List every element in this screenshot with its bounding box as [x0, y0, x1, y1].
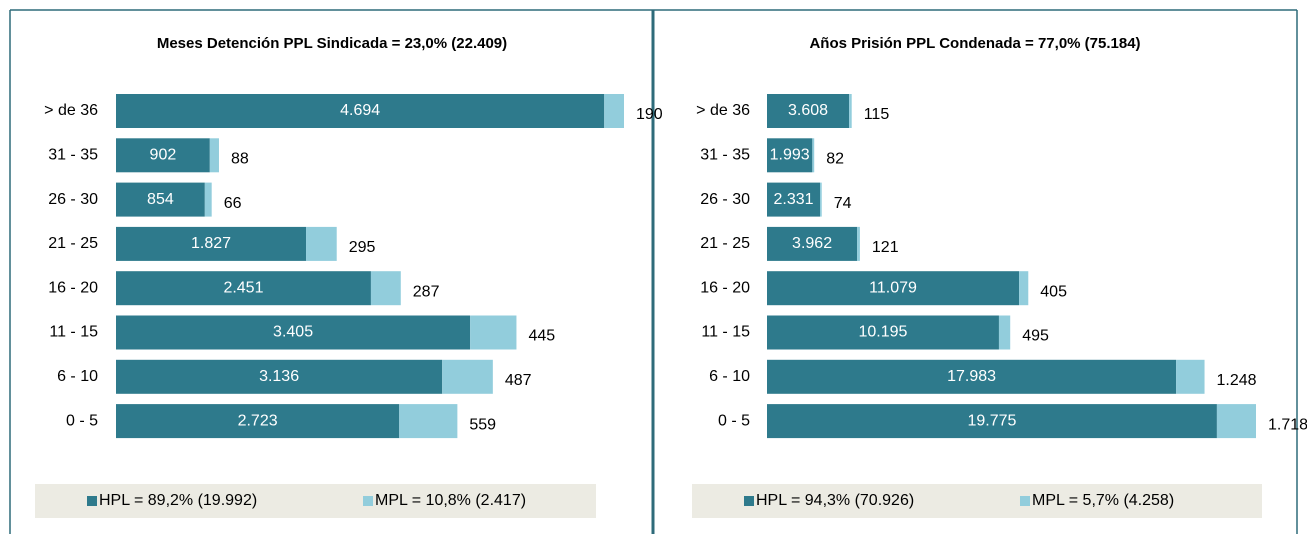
- data-label: 1.993: [770, 147, 810, 164]
- data-label: 902: [150, 147, 177, 164]
- bar-segment: [204, 182, 212, 217]
- bar-segment: [767, 138, 813, 173]
- legend-label: HPL = 94,3% (70.926): [756, 492, 914, 509]
- data-label: 287: [413, 283, 440, 300]
- category-label: 26 - 30: [700, 191, 750, 208]
- bar-segment: [116, 182, 205, 217]
- data-label: 1.827: [191, 235, 231, 252]
- data-label: 405: [1040, 283, 1067, 300]
- bar-segment: [470, 315, 517, 350]
- data-label: 17.983: [947, 368, 996, 385]
- category-label: 6 - 10: [57, 368, 98, 385]
- bar-segment: [209, 138, 219, 173]
- data-label: 11.079: [869, 279, 917, 296]
- bar-segment: [116, 404, 400, 439]
- data-label: 559: [469, 416, 496, 433]
- category-label: 6 - 10: [709, 368, 750, 385]
- data-label: 66: [224, 195, 242, 212]
- data-label: 4.694: [340, 102, 380, 119]
- data-label: 74: [834, 195, 852, 212]
- chart-title: Años Prisión PPL Condenada = 77,0% (75.1…: [809, 35, 1140, 52]
- bar-segment: [767, 359, 1177, 394]
- data-label: 190: [636, 106, 663, 123]
- data-label: 3.136: [259, 368, 299, 385]
- category-label: 16 - 20: [700, 279, 750, 296]
- bar-segment: [812, 138, 815, 173]
- category-label: 31 - 35: [700, 147, 750, 164]
- bar-segment: [767, 315, 999, 350]
- data-label: 445: [528, 328, 555, 345]
- bar-segment: [849, 94, 852, 128]
- bar-segment: [370, 271, 401, 306]
- category-label: 21 - 25: [48, 235, 98, 252]
- bar-segment: [116, 359, 443, 394]
- data-label: 854: [147, 191, 174, 208]
- category-label: 0 - 5: [718, 412, 750, 429]
- data-label: 121: [872, 239, 899, 256]
- legend-swatch: [1020, 496, 1030, 506]
- category-label: 21 - 25: [700, 235, 750, 252]
- category-label: 11 - 15: [701, 324, 750, 341]
- data-label: 88: [231, 151, 249, 168]
- bar-segment: [116, 138, 210, 173]
- legend-swatch: [87, 496, 97, 506]
- data-label: 295: [349, 239, 376, 256]
- bar-segment: [767, 226, 858, 261]
- legend-box: [35, 484, 596, 518]
- bar-segment: [857, 226, 860, 261]
- data-label: 495: [1022, 328, 1049, 345]
- data-label: 3.608: [788, 102, 828, 119]
- legend-swatch: [744, 496, 754, 506]
- bar-segment: [1019, 271, 1029, 306]
- bar-segment: [1216, 404, 1256, 439]
- category-label: 0 - 5: [66, 412, 98, 429]
- data-label: 2.451: [223, 279, 263, 296]
- data-label: 3.962: [792, 235, 832, 252]
- bar-segment: [998, 315, 1011, 350]
- category-label: 11 - 15: [49, 324, 98, 341]
- bar-segment: [1176, 359, 1205, 394]
- bar-segment: [767, 404, 1217, 439]
- category-label: 31 - 35: [48, 147, 98, 164]
- bar-segment: [306, 226, 337, 261]
- category-label: 26 - 30: [48, 191, 98, 208]
- data-label: 1.248: [1217, 372, 1257, 389]
- bar-segment: [767, 271, 1020, 306]
- category-label: > de 36: [696, 102, 750, 119]
- category-label: > de 36: [44, 102, 98, 119]
- data-label: 19.775: [967, 412, 1016, 429]
- data-label: 82: [826, 151, 844, 168]
- data-label: 3.405: [273, 324, 313, 341]
- legend-label: MPL = 10,8% (2.417): [375, 492, 526, 509]
- legend-box: [692, 484, 1262, 518]
- legend-label: HPL = 89,2% (19.992): [99, 492, 257, 509]
- bar-segment: [767, 94, 850, 128]
- chart-title: Meses Detención PPL Sindicada = 23,0% (2…: [157, 35, 507, 52]
- data-label: 2.723: [238, 412, 278, 429]
- category-label: 16 - 20: [48, 279, 98, 296]
- bar-segment: [116, 226, 307, 261]
- bar-segment: [442, 359, 493, 394]
- bar-segment: [767, 182, 821, 217]
- bar-segment: [116, 94, 605, 128]
- bar-segment: [820, 182, 822, 217]
- data-label: 1.718: [1268, 416, 1307, 433]
- data-label: 10.195: [859, 324, 908, 341]
- data-label: 2.331: [773, 191, 813, 208]
- bar-segment: [399, 404, 458, 439]
- bar-segment: [116, 271, 371, 306]
- bar-segment: [116, 315, 471, 350]
- data-label: 487: [505, 372, 532, 389]
- data-label: 115: [864, 106, 890, 123]
- legend-label: MPL = 5,7% (4.258): [1032, 492, 1174, 509]
- bar-segment: [604, 94, 624, 128]
- legend-swatch: [363, 496, 373, 506]
